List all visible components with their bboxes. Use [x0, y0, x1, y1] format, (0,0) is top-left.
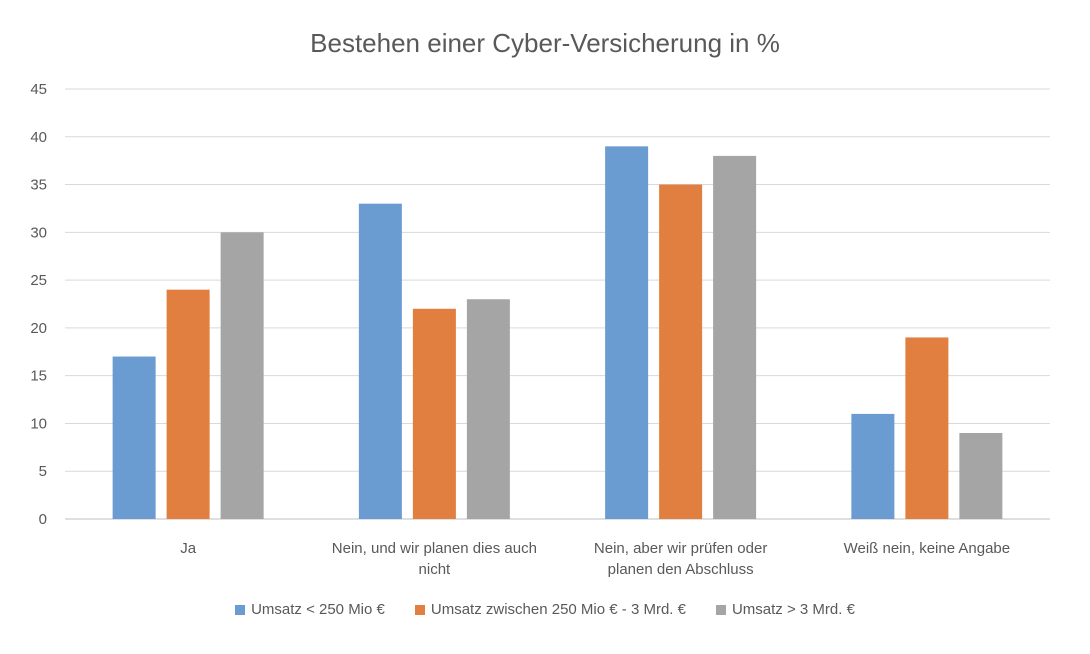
- y-tick-label: 0: [39, 511, 47, 528]
- chart-title: Bestehen einer Cyber-Versicherung in %: [310, 28, 780, 58]
- legend-item-series-1: Umsatz < 250 Mio €: [235, 601, 385, 618]
- y-tick-label: 35: [30, 177, 47, 194]
- bar-series-2-cat-1: [166, 289, 210, 519]
- x-category-label: Ja: [180, 540, 197, 557]
- legend: Umsatz < 250 Mio € Umsatz zwischen 250 M…: [0, 601, 1090, 618]
- legend-item-series-2: Umsatz zwischen 250 Mio € - 3 Mrd. €: [414, 601, 686, 618]
- legend-swatch-series-1: [235, 604, 246, 615]
- y-tick-label: 15: [30, 368, 47, 385]
- legend-item-series-3: Umsatz > 3 Mrd. €: [715, 601, 855, 618]
- bar-series-1-cat-4: [851, 413, 895, 519]
- legend-label-series-2: Umsatz zwischen 250 Mio € - 3 Mrd. €: [430, 601, 686, 618]
- bar-series-2-cat-3: [659, 184, 703, 520]
- x-category-label: Weiß nein, keine Angabe: [844, 540, 1011, 557]
- bar-series-2-cat-2: [412, 308, 456, 519]
- bar-series-3-cat-4: [959, 433, 1003, 519]
- legend-label-series-3: Umsatz > 3 Mrd. €: [731, 601, 855, 618]
- bar-series-1-cat-2: [358, 203, 402, 519]
- y-tick-label: 5: [39, 463, 47, 480]
- y-axis-ticks: 0 5 10 15 20 25 30 35 40 45: [30, 81, 47, 528]
- bar-series-3-cat-3: [713, 155, 757, 519]
- bar-series-1-cat-3: [605, 146, 649, 520]
- x-category-label: Nein, und wir planen dies auch nicht: [332, 540, 537, 578]
- x-axis-labels: Ja Nein, und wir planen dies auch nicht Nei…: [180, 540, 1010, 578]
- legend-swatch-series-2: [414, 604, 425, 615]
- x-category-label: Nein, aber wir prüfen oder planen den Abs…: [594, 540, 767, 578]
- y-tick-label: 10: [30, 415, 47, 432]
- legend-label-series-1: Umsatz < 250 Mio €: [251, 601, 385, 618]
- legend-swatch-series-3: [715, 604, 726, 615]
- bar-series-1-cat-1: [112, 356, 156, 519]
- bar-series-3-cat-1: [220, 232, 264, 520]
- bar-series-3-cat-2: [466, 299, 510, 519]
- y-tick-label: 30: [30, 224, 47, 241]
- bar-series-2-cat-4: [905, 337, 949, 519]
- y-tick-label: 20: [30, 320, 47, 337]
- y-tick-label: 40: [30, 129, 47, 146]
- gridlines: [65, 88, 1050, 520]
- y-tick-label: 25: [30, 272, 47, 289]
- bars: [112, 146, 1003, 520]
- y-tick-label: 45: [30, 81, 47, 98]
- bar-chart: 0 5 10 15 20 25 30 35 40 45 Ja Nein, und wir plane…: [30, 81, 1050, 578]
